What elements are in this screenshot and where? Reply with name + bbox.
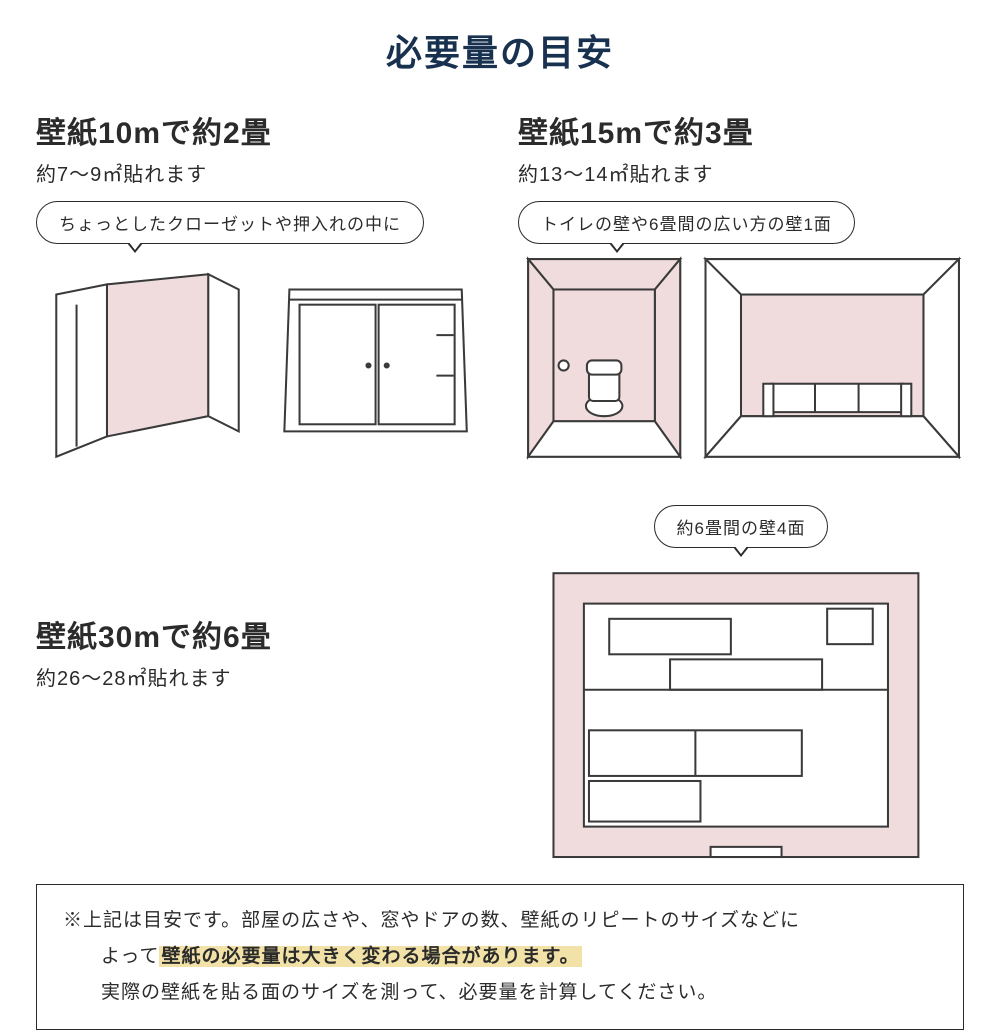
note-line-2-pre: よって: [101, 946, 159, 967]
note-line-1: ※上記は目安です。部屋の広さや、窓やドアの数、壁紙のリピートのサイズなどに: [63, 903, 937, 939]
bubble-wrap: 約6畳間の壁4面: [518, 505, 964, 548]
section-subtext: 約13〜14㎡貼れます: [518, 158, 964, 187]
section-heading: 壁紙10mで約2畳: [36, 108, 482, 152]
content-grid: 壁紙10mで約2畳 約7〜9㎡貼れます ちょっとしたクローゼットや押入れの中に: [36, 108, 964, 872]
section-subtext: 約26〜28㎡貼れます: [36, 662, 482, 691]
note-line-3-text: 実際の壁紙を貼る面のサイズを測って、必要量を計算してください。: [101, 982, 717, 1003]
disclaimer-box: ※上記は目安です。部屋の広さや、窓やドアの数、壁紙のリピートのサイズなどに よっ…: [36, 884, 964, 1030]
speech-bubble: ちょっとしたクローゼットや押入れの中に: [36, 201, 424, 244]
closet-diagram: [36, 254, 482, 467]
speech-bubble: 約6畳間の壁4面: [654, 505, 829, 548]
section-heading: 壁紙30mで約6畳: [36, 612, 482, 656]
section-30m: 壁紙30mで約6畳 約26〜28㎡貼れます: [36, 491, 482, 872]
floorplan-icon: [518, 558, 964, 872]
section-heading: 壁紙15mで約3畳: [518, 108, 964, 152]
floorplan-diagram: [518, 558, 964, 872]
bubble-wrap: ちょっとしたクローゼットや押入れの中に: [36, 201, 482, 244]
section-15m: 壁紙15mで約3畳 約13〜14㎡貼れます トイレの壁や6畳間の広い方の壁1面: [518, 108, 964, 467]
note-line-3: 実際の壁紙を貼る面のサイズを測って、必要量を計算してください。: [63, 975, 937, 1011]
note-highlight: 壁紙の必要量は大きく変わる場合があります。: [159, 946, 581, 967]
section-10m: 壁紙10mで約2畳 約7〜9㎡貼れます ちょっとしたクローゼットや押入れの中に: [36, 108, 482, 467]
closet-icon: [36, 254, 482, 467]
main-title: 必要量の目安: [36, 24, 964, 76]
rooms-icon: [518, 254, 964, 467]
speech-bubble: トイレの壁や6畳間の広い方の壁1面: [518, 201, 855, 244]
bubble-wrap: トイレの壁や6畳間の広い方の壁1面: [518, 201, 964, 244]
section-6tatami: 約6畳間の壁4面: [518, 491, 964, 872]
toilet-room-diagram: [518, 254, 964, 467]
page: 必要量の目安 壁紙10mで約2畳 約7〜9㎡貼れます ちょっとしたクローゼットや…: [0, 0, 1000, 1000]
section-subtext: 約7〜9㎡貼れます: [36, 158, 482, 187]
note-line-2: よって壁紙の必要量は大きく変わる場合があります。: [63, 939, 937, 975]
